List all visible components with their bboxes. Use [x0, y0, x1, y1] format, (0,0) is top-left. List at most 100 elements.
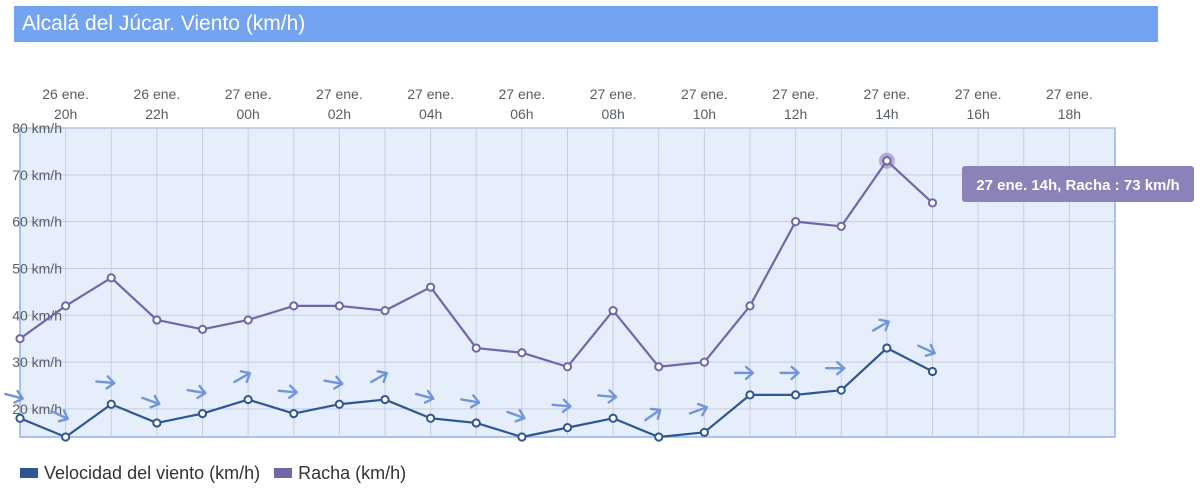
racha-point	[836, 221, 846, 231]
wind-direction-arrow	[186, 384, 207, 400]
legend-label-racha: Racha (km/h)	[298, 462, 407, 483]
wind-direction-arrow	[871, 318, 890, 332]
y-tick-label: 40 km/h	[12, 307, 62, 323]
viento-point	[745, 390, 755, 400]
legend-item-racha[interactable]: Racha (km/h)	[274, 463, 406, 484]
viento-point	[334, 399, 344, 409]
wind-direction-arrow	[50, 409, 69, 423]
x-tick-hour: 06h	[510, 106, 533, 122]
x-tick-date: 27 ene.	[1046, 86, 1093, 102]
viento-point	[791, 390, 801, 400]
wind-direction-arrow	[370, 370, 388, 384]
racha-point	[699, 357, 709, 367]
y-tick-label: 30 km/h	[12, 354, 62, 370]
legend-item-viento[interactable]: Velocidad del viento (km/h)	[20, 463, 260, 484]
x-tick-hour: 08h	[601, 106, 624, 122]
chart-title: Alcalá del Júcar. Viento (km/h)	[22, 12, 306, 35]
viento-point	[61, 432, 71, 442]
viento-point	[426, 413, 436, 423]
racha-point	[471, 343, 481, 353]
viento-point	[836, 385, 846, 395]
wind-direction-arrow	[95, 375, 116, 390]
racha-point	[927, 198, 938, 208]
viento-point	[608, 413, 618, 423]
wind-direction-arrow	[4, 389, 24, 404]
wind-direction-arrow	[551, 398, 572, 413]
x-tick-hour: 00h	[236, 106, 259, 122]
tooltip-box	[962, 166, 1194, 202]
y-tick-label: 50 km/h	[12, 260, 62, 276]
racha-point	[289, 301, 299, 311]
wind-direction-arrow	[779, 365, 800, 381]
viento-point	[15, 413, 25, 423]
x-tick-date: 27 ene.	[590, 86, 637, 102]
tooltip-text: 27 ene. 14h, Racha : 73 km/h	[976, 177, 1179, 194]
x-tick-hour: 14h	[875, 106, 898, 122]
wind-direction-arrow	[277, 384, 298, 399]
viento-point	[289, 408, 299, 419]
legend-swatch-racha	[274, 468, 293, 478]
wind-direction-arrow	[414, 389, 435, 404]
x-tick-hour: 20h	[54, 106, 77, 122]
wind-direction-arrow	[596, 389, 618, 404]
racha-point	[608, 305, 618, 316]
wind-direction-arrow	[233, 370, 252, 384]
tooltip: 27 ene. 14h, Racha : 73 km/h	[962, 166, 1194, 202]
racha-point	[426, 282, 436, 292]
wind-direction-arrow	[688, 402, 709, 417]
racha-point	[61, 301, 71, 311]
x-tick-date: 27 ene.	[955, 86, 1002, 102]
legend-swatch-viento	[20, 468, 38, 478]
wind-direction-arrow	[917, 343, 936, 357]
x-tick-hour: 10h	[693, 106, 716, 122]
x-tick-hour: 18h	[1058, 106, 1081, 122]
racha-point	[791, 217, 801, 227]
viento-point	[243, 394, 253, 405]
viento-point	[471, 418, 481, 428]
x-tick-hour: 22h	[145, 106, 168, 122]
y-tick-label: 70 km/h	[12, 167, 62, 183]
viento-point	[882, 343, 892, 353]
wind-direction-arrow	[323, 375, 344, 390]
viento-point	[562, 423, 573, 433]
racha-point	[197, 324, 208, 334]
highlight-point	[882, 156, 892, 166]
racha-point	[654, 362, 664, 372]
wind-direction-arrow	[460, 394, 481, 409]
racha-point	[15, 334, 25, 344]
x-tick-date: 27 ene.	[681, 86, 728, 102]
wind-direction-arrow	[141, 394, 161, 409]
wind-direction-arrow	[644, 407, 662, 422]
x-tick-date: 26 ene.	[134, 86, 181, 102]
x-tick-date: 27 ene.	[499, 86, 546, 102]
wind-direction-arrow	[733, 365, 755, 381]
racha-point	[745, 301, 755, 311]
viento-point	[380, 394, 390, 405]
racha-point	[380, 305, 390, 316]
x-tick-date: 27 ene.	[864, 86, 911, 102]
x-tick-hour: 12h	[784, 106, 807, 122]
chart-legend: Velocidad del viento (km/h) Racha (km/h)	[20, 460, 406, 486]
x-tick-date: 27 ene.	[316, 86, 363, 102]
y-tick-label: 60 km/h	[12, 214, 62, 230]
viento-point	[699, 427, 709, 437]
x-tick-date: 27 ene.	[225, 86, 272, 102]
wind-direction-arrow	[506, 408, 526, 423]
y-tick-label: 20 km/h	[12, 401, 62, 417]
racha-point	[517, 348, 527, 358]
viento-point	[654, 432, 664, 442]
viento-point	[517, 432, 527, 442]
x-tick-hour: 02h	[328, 106, 351, 122]
racha-point	[152, 315, 162, 325]
x-tick-hour: 16h	[966, 106, 989, 122]
chart-title-bar: Alcalá del Júcar. Viento (km/h)	[14, 6, 1158, 42]
racha-point	[106, 273, 116, 283]
viento-point	[152, 418, 162, 428]
x-tick-date: 27 ene.	[772, 86, 819, 102]
legend-label-viento: Velocidad del viento (km/h)	[44, 462, 261, 483]
y-tick-label: 80 km/h	[12, 120, 62, 136]
viento-point	[106, 399, 116, 409]
x-tick-date: 26 ene.	[42, 86, 89, 102]
viento-point	[927, 366, 938, 377]
